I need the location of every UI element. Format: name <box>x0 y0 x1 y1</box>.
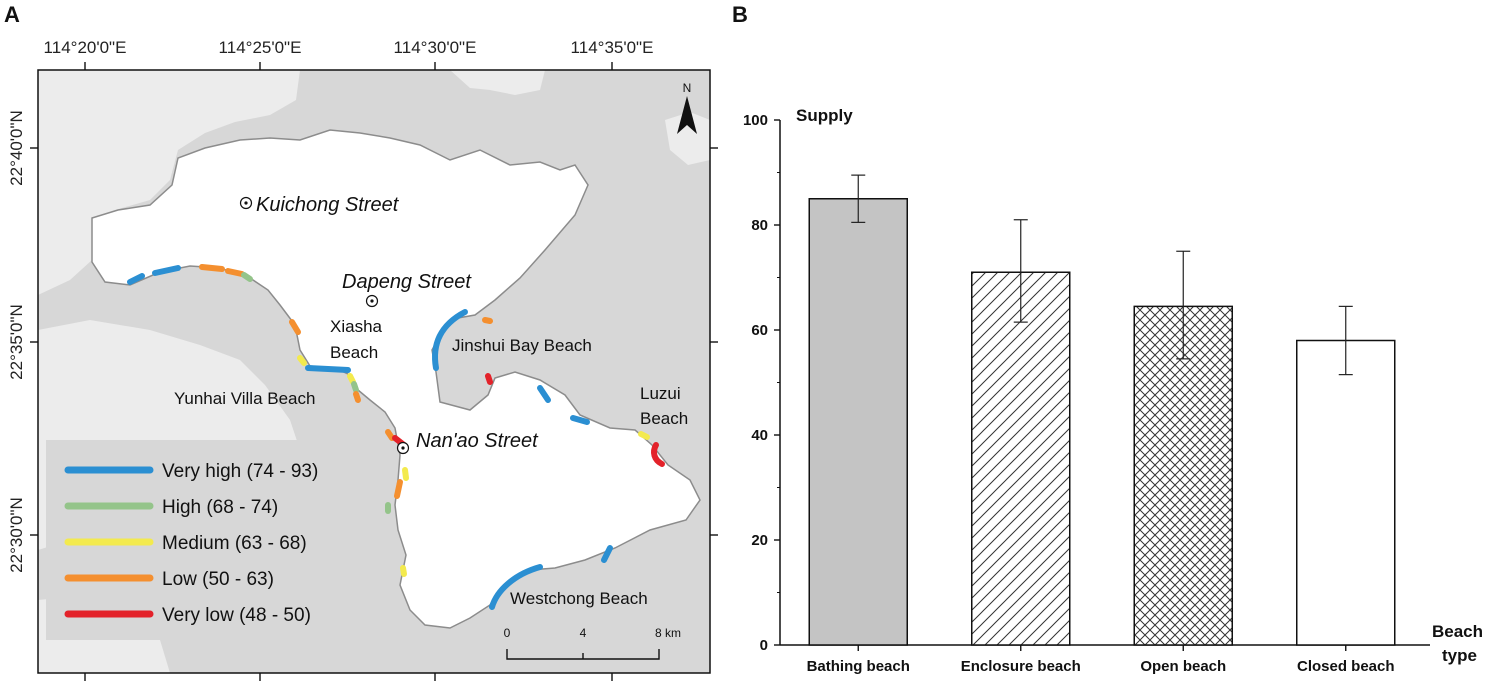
beach-segment <box>351 381 359 393</box>
beach-segment <box>127 273 145 285</box>
beach-xiasha-line1: Xiasha <box>330 317 383 336</box>
beach-segment <box>400 565 407 577</box>
error-bar <box>1013 219 1028 323</box>
bar <box>1296 339 1396 646</box>
y-axis-title: Supply <box>796 106 853 125</box>
beach-segment <box>570 415 590 425</box>
lon-label-1: 114°20'0"E <box>44 38 127 57</box>
legend-label: High (68 - 74) <box>162 497 278 518</box>
x-tick-label: Open beach <box>1140 658 1226 675</box>
place-dapeng: Dapeng Street <box>342 271 472 293</box>
panel-b-label: B <box>732 2 748 27</box>
x-axis-title-line1: Beach <box>1432 622 1483 641</box>
mainland-east <box>450 70 545 95</box>
beach-segment <box>289 319 301 335</box>
kuichong-marker <box>239 196 253 210</box>
beach-segment <box>305 365 351 373</box>
beach-segment <box>347 373 356 385</box>
error-bar <box>1338 305 1353 376</box>
place-nanao: Nan'ao Street <box>416 430 539 452</box>
beach-westchong: Westchong Beach <box>510 589 648 608</box>
legend-item: Low (50 - 63) <box>64 569 274 590</box>
mainland-west <box>38 70 300 295</box>
scale-label-0: 0 <box>504 626 511 640</box>
x-axis-title-line2: type <box>1442 646 1477 665</box>
map-area: Kuichong Street Dapeng Street Nan'ao Str… <box>38 70 710 673</box>
map-legend: Very high (74 - 93) High (68 - 74) Medium … <box>46 440 371 640</box>
beach-segment <box>432 309 468 371</box>
beach-jinshui: Jinshui Bay Beach <box>452 336 592 355</box>
scale-bar: 0 4 8 km <box>504 626 681 660</box>
beach-luzui-line2: Beach <box>640 409 688 428</box>
legend-item: Very high (74 - 93) <box>64 461 318 482</box>
scale-label-4: 4 <box>580 626 587 640</box>
beach-segment <box>225 268 245 277</box>
beach-supply-map: 114°20'0"E 114°25'0"E 114°30'0"E 114°35'… <box>7 38 718 681</box>
y-tick-label: 100 <box>743 112 768 129</box>
beach-segment <box>485 373 493 385</box>
bar <box>1133 305 1233 646</box>
bar <box>808 198 908 646</box>
lat-label-1: 22°40'0"N <box>7 110 26 186</box>
beach-xiasha-line2: Beach <box>330 343 378 362</box>
chart-axes: 0 20 40 60 80 100 Bathing beach Enclosure beach… <box>743 112 1430 675</box>
beach-segment <box>537 385 551 403</box>
nanao-marker <box>396 441 410 455</box>
beach-segment <box>601 545 613 563</box>
scale-label-8: 8 km <box>655 626 681 640</box>
lat-label-2: 22°35'0"N <box>7 304 26 380</box>
dapeng-marker <box>365 294 379 308</box>
beach-segment <box>353 391 361 403</box>
legend-item: Very low (48 - 50) <box>64 605 311 626</box>
beach-luzui-line1: Luzui <box>640 384 681 403</box>
lon-label-3: 114°30'0"E <box>394 38 477 57</box>
lon-label-2: 114°25'0"E <box>219 38 302 57</box>
lat-label-3: 22°30'0"N <box>7 497 26 573</box>
beach-segment <box>199 264 225 272</box>
beach-segment <box>152 265 181 276</box>
y-tick-label: 20 <box>751 532 768 549</box>
beach-segment <box>385 429 395 441</box>
beach-segment <box>402 467 409 481</box>
beach-segment <box>651 442 665 467</box>
chart-bars <box>808 174 1396 646</box>
legend-label: Medium (63 - 68) <box>162 533 307 554</box>
error-bar <box>851 174 866 223</box>
legend-item: Medium (63 - 68) <box>64 533 307 554</box>
x-tick-label: Bathing beach <box>807 658 910 675</box>
beach-segment <box>297 355 307 366</box>
beach-segment <box>489 564 543 610</box>
y-tick-label: 80 <box>751 217 768 234</box>
beach-yunhai: Yunhai Villa Beach <box>174 389 315 408</box>
beach-segment <box>394 479 403 499</box>
legend-label: Low (50 - 63) <box>162 569 274 590</box>
y-tick-label: 60 <box>751 322 768 339</box>
map-frame-ticks <box>30 62 718 681</box>
beach-segment <box>482 317 493 324</box>
legend-item: High (68 - 74) <box>64 497 278 518</box>
north-label: N <box>683 81 692 95</box>
supply-bar-chart: 0 20 40 60 80 100 Bathing beach Enclosure beach… <box>743 106 1483 675</box>
x-tick-label: Enclosure beach <box>961 658 1081 675</box>
lon-label-4: 114°35'0"E <box>571 38 654 57</box>
error-bar <box>1176 250 1191 360</box>
map-frame <box>37 69 711 674</box>
north-arrow-icon: N <box>677 81 697 134</box>
x-tick-label: Closed beach <box>1297 658 1395 675</box>
legend-label: Very high (74 - 93) <box>162 461 318 482</box>
y-tick-label: 0 <box>760 637 768 654</box>
y-tick-label: 40 <box>751 427 768 444</box>
beach-segments <box>127 264 665 610</box>
bar <box>971 271 1071 646</box>
beach-segment <box>241 272 253 282</box>
island-northeast <box>665 112 710 165</box>
place-kuichong: Kuichong Street <box>256 194 400 216</box>
beach-segment <box>638 431 650 440</box>
panel-a-label: A <box>4 2 20 27</box>
legend-label: Very low (48 - 50) <box>162 605 311 626</box>
